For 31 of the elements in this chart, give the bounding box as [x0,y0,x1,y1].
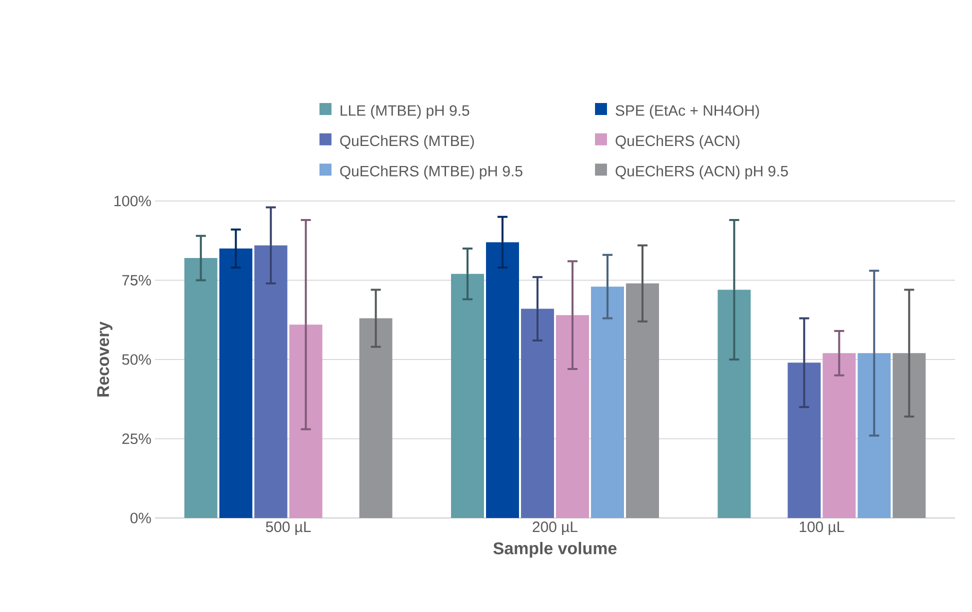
legend-label: SPE (EtAc + NH4OH) [616,104,759,119]
legend-label: QuEChERS (ACN) pH 9.5 [616,165,788,180]
bar [184,258,218,518]
bar [858,353,891,518]
legend-label: QuEChERS (MTBE) [340,135,474,150]
y-tick-label: 75% [122,275,151,286]
legend-label: QuEChERS (ACN) [616,135,740,150]
bar [254,245,288,518]
bar [788,362,821,518]
x-tick-label: 500 µL [266,522,311,536]
bar [359,318,392,518]
legend-label: QuEChERS (MTBE) pH 9.5 [340,165,522,180]
bar [451,274,484,518]
y-tick-label: 25% [122,433,151,444]
y-tick-label: 0% [130,512,151,524]
y-axis-title: Recovery [97,321,112,396]
x-tick-label: 200 µL [532,522,578,536]
bar [590,286,624,518]
bar [219,248,252,518]
bar [718,290,751,518]
y-tick-label: 100% [114,196,151,206]
bar [626,283,659,518]
legend-label: LLE (MTBE) pH 9.5 [340,104,470,119]
bar [521,308,554,518]
y-tick-label: 50% [122,354,151,365]
bar [486,242,520,518]
x-axis-title: Sample volume [493,542,617,558]
x-tick-label: 100 µL [800,522,844,536]
bar [892,353,926,518]
bar [556,315,590,518]
bar [822,353,856,518]
